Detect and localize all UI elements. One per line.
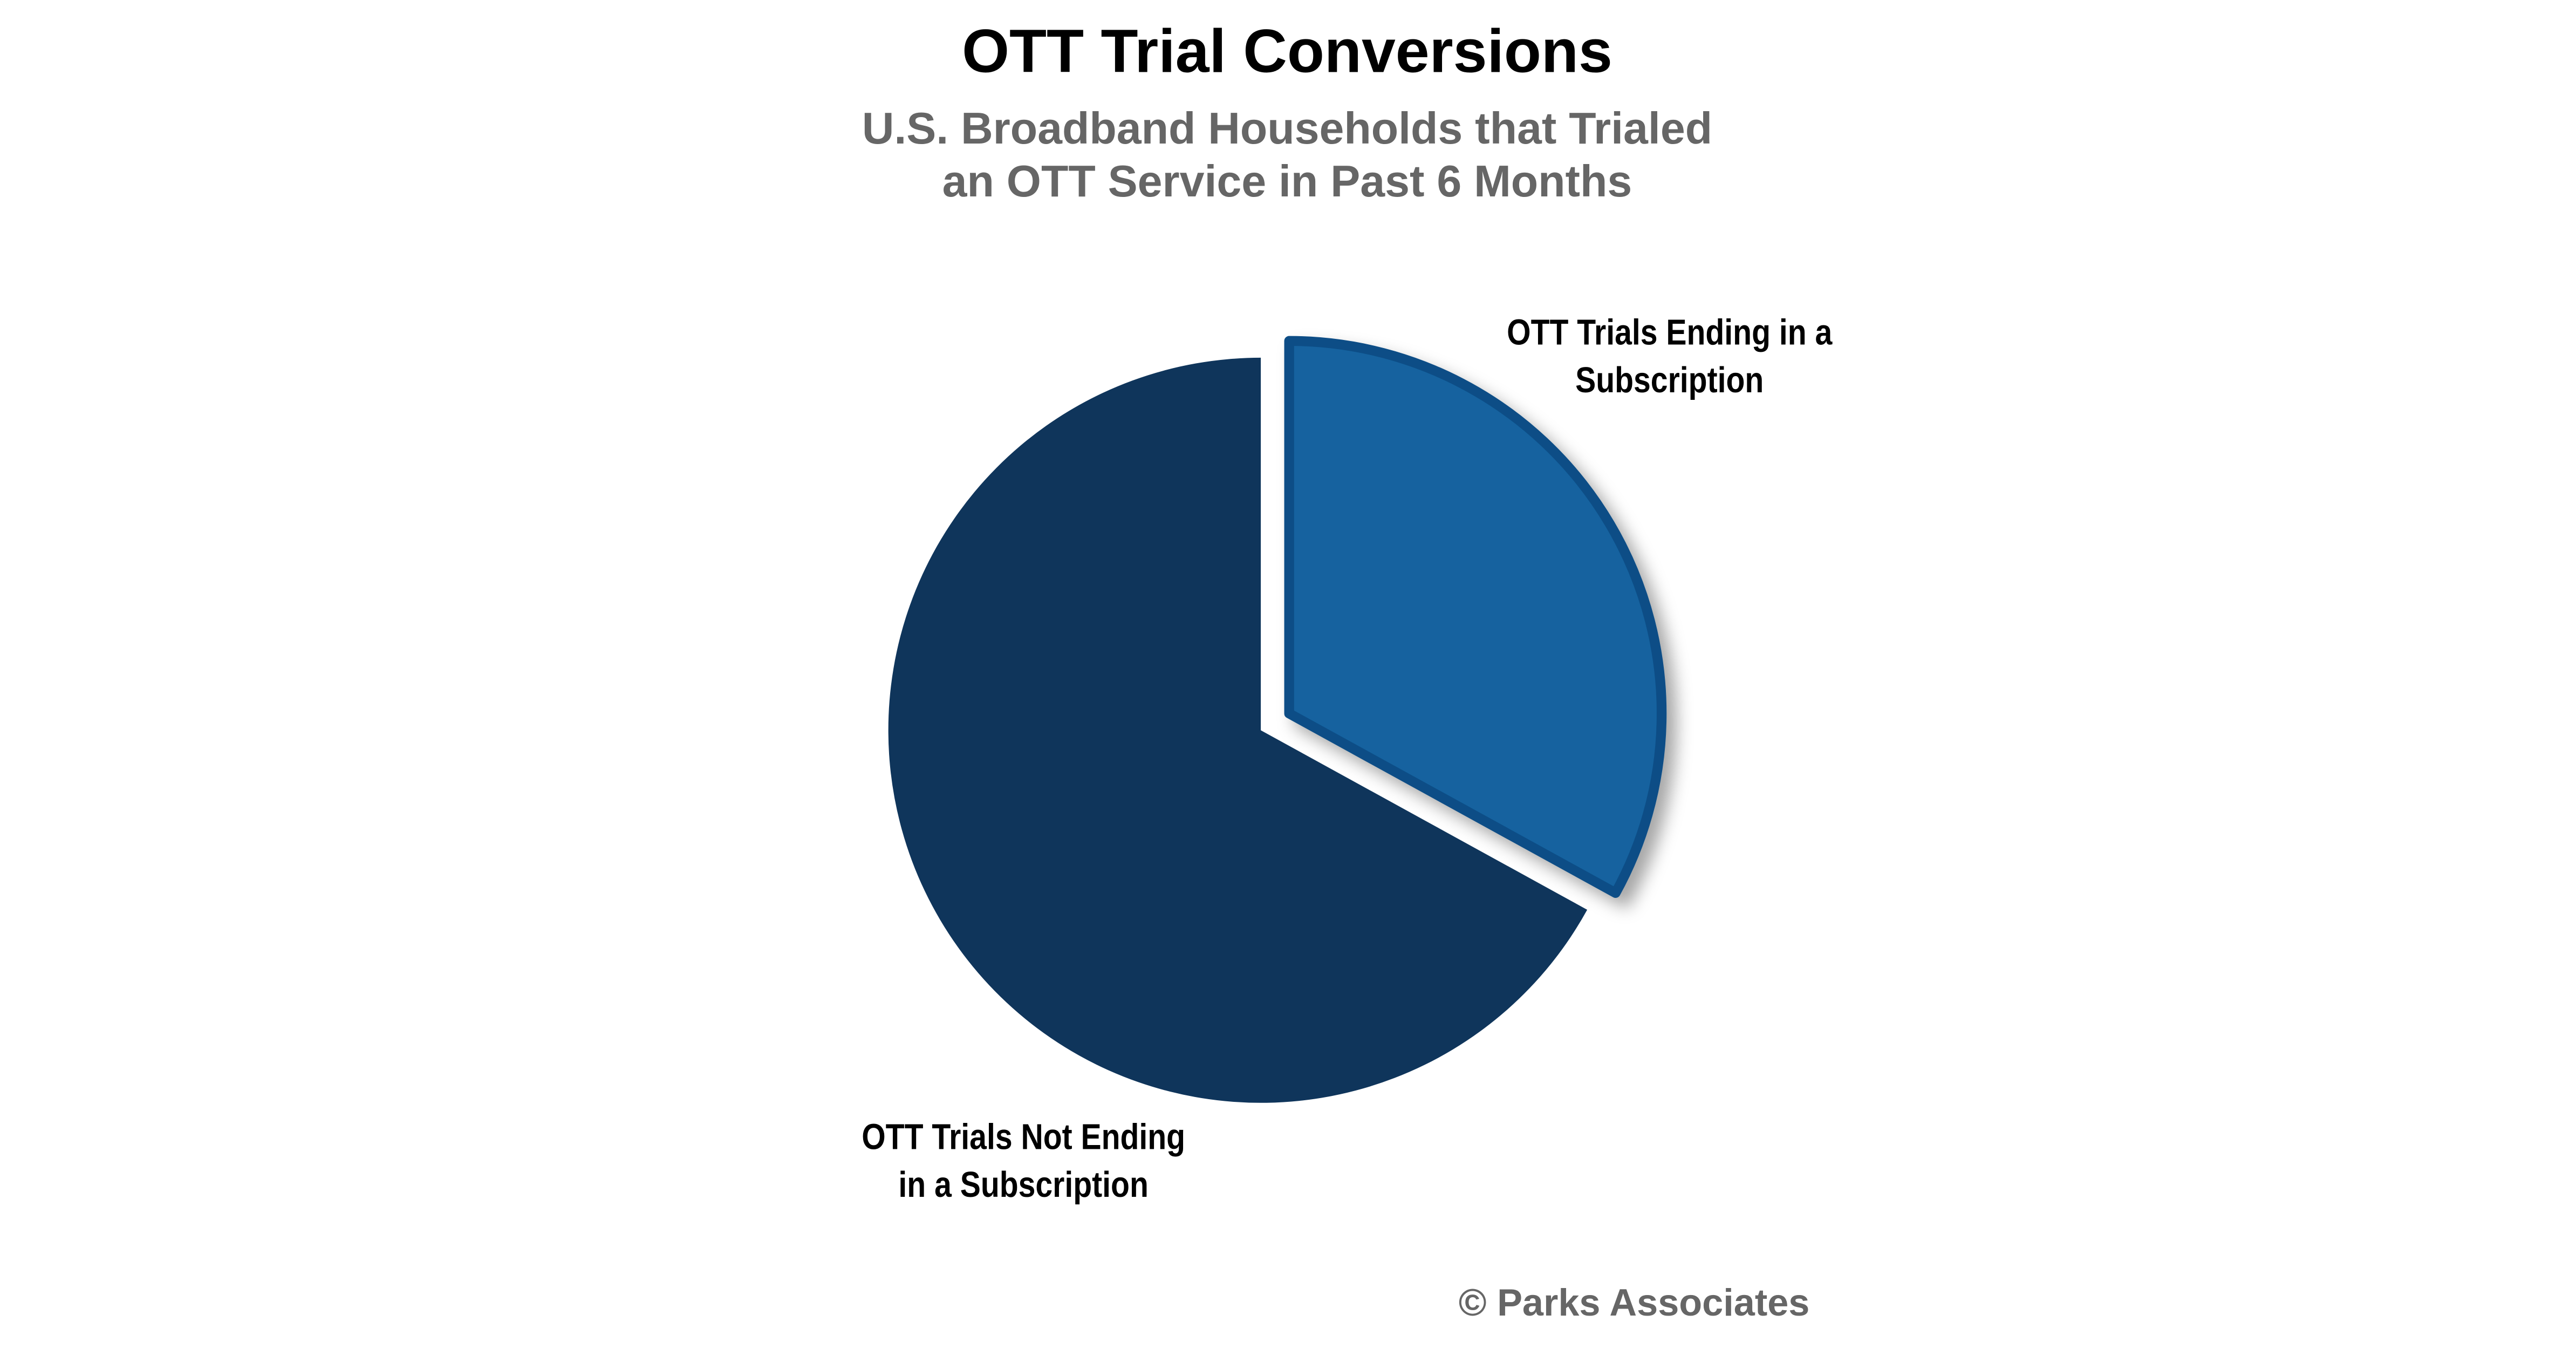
slice-label: OTT Trials Ending in a Subscription [1507,311,1833,401]
chart-subtitle: an OTT Service in Past 6 Months [942,156,1632,206]
chart-title: OTT Trial Conversions [962,17,1612,85]
pie-slice [888,357,1588,1103]
source-note: © Parks Associates [1459,1281,1810,1324]
pie-slice [1284,336,1667,898]
chart-subtitle: U.S. Broadband Households that Trialed [862,104,1712,153]
slice-label: OTT Trials Not Ending in a Subscription [862,1116,1186,1205]
